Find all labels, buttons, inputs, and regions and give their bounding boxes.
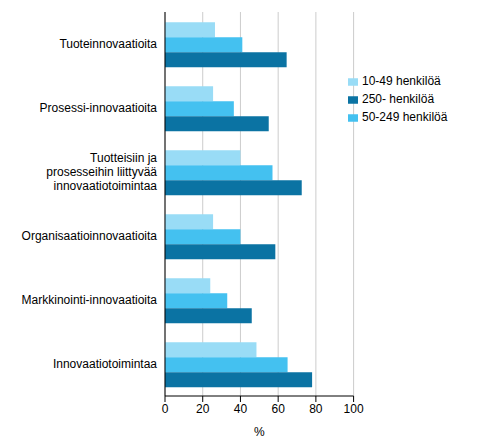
- svg-text:%: %: [254, 425, 265, 436]
- svg-text:100: 100: [344, 402, 364, 416]
- html-text:50-249 henkilöä: 50-249 henkilöä: [362, 110, 448, 124]
- svg-text:80: 80: [309, 402, 323, 416]
- svg-text:Tuotteisiin japrosesseihin lii: Tuotteisiin japrosesseihin liittyvääinno…: [46, 151, 157, 193]
- svg-text:Organisaatioinnovaatioita: Organisaatioinnovaatioita: [22, 229, 158, 243]
- html-text:250- henkilöä: 250- henkilöä: [362, 92, 435, 106]
- svg-text:60: 60: [271, 402, 285, 416]
- html-text:10-49 henkilöä: 10-49 henkilöä: [362, 74, 441, 88]
- svg-text:40: 40: [234, 402, 248, 416]
- svg-text:0: 0: [162, 402, 169, 416]
- svg-text:Tuoteinnovaatioita: Tuoteinnovaatioita: [59, 37, 157, 51]
- svg-text:20: 20: [196, 402, 210, 416]
- svg-text:Innovaatiotoimintaa: Innovaatiotoimintaa: [53, 357, 157, 371]
- svg-text:Markkinointi-innovaatioita: Markkinointi-innovaatioita: [22, 293, 158, 307]
- svg-text:Prosessi-innovaatioita: Prosessi-innovaatioita: [40, 101, 158, 115]
